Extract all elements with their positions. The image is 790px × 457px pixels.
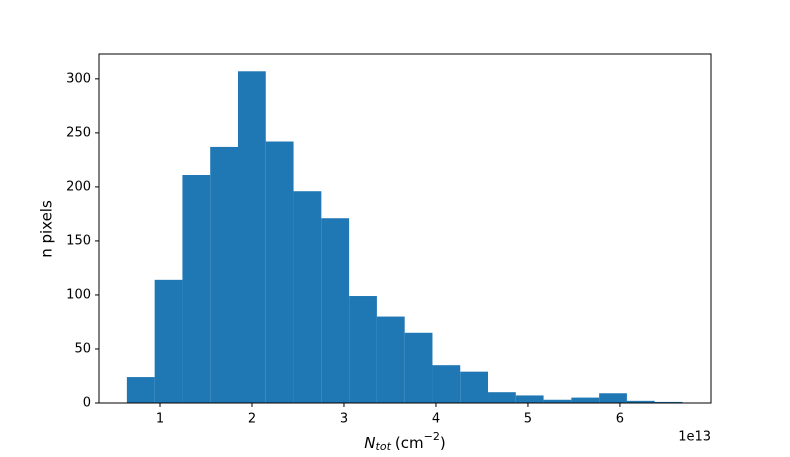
bar [654, 401, 683, 403]
bar [626, 400, 655, 403]
y-tick-label: 0 [83, 396, 91, 411]
y-tick-label: 150 [66, 233, 91, 248]
axes-frame [98, 53, 712, 404]
y-tick-label: 250 [66, 125, 91, 140]
plot [126, 71, 683, 403]
x-tick-label: 4 [432, 412, 440, 427]
bar [182, 175, 211, 403]
x-tick-label: 3 [340, 412, 348, 427]
bar [515, 395, 544, 403]
x-tick-label: 6 [616, 412, 624, 427]
x-label-unit: (cm [395, 434, 424, 452]
bar [126, 377, 155, 403]
x-tick-label: 5 [524, 412, 532, 427]
bar [293, 191, 322, 403]
bar [376, 316, 405, 403]
bar [460, 371, 489, 403]
x-offset-label: 1e13 [678, 430, 711, 445]
bar [154, 279, 183, 403]
bar [237, 71, 266, 403]
bar [543, 399, 572, 403]
bar [599, 393, 627, 403]
y-tick-label: 300 [66, 71, 91, 86]
y-tick-label: 50 [74, 341, 91, 356]
bar [210, 146, 238, 403]
bar [571, 397, 600, 403]
y-axis-label: n pixels [38, 200, 56, 258]
x-tick-label: 1 [156, 412, 164, 427]
bar [321, 218, 350, 403]
bar [432, 365, 461, 403]
x-label-subscript: tot [376, 440, 392, 453]
y-tick-label: 100 [66, 287, 91, 302]
x-label-close: ) [440, 434, 446, 452]
bar [349, 296, 377, 403]
bar [488, 392, 516, 403]
y-tick-label: 200 [66, 179, 91, 194]
x-label-exponent: −2 [424, 430, 440, 443]
x-tick-label: 2 [248, 412, 256, 427]
bar [404, 332, 433, 403]
x-label-symbol: N [364, 434, 375, 452]
x-axis-label: Ntot (cm−2) [364, 430, 445, 453]
bar [265, 141, 294, 403]
